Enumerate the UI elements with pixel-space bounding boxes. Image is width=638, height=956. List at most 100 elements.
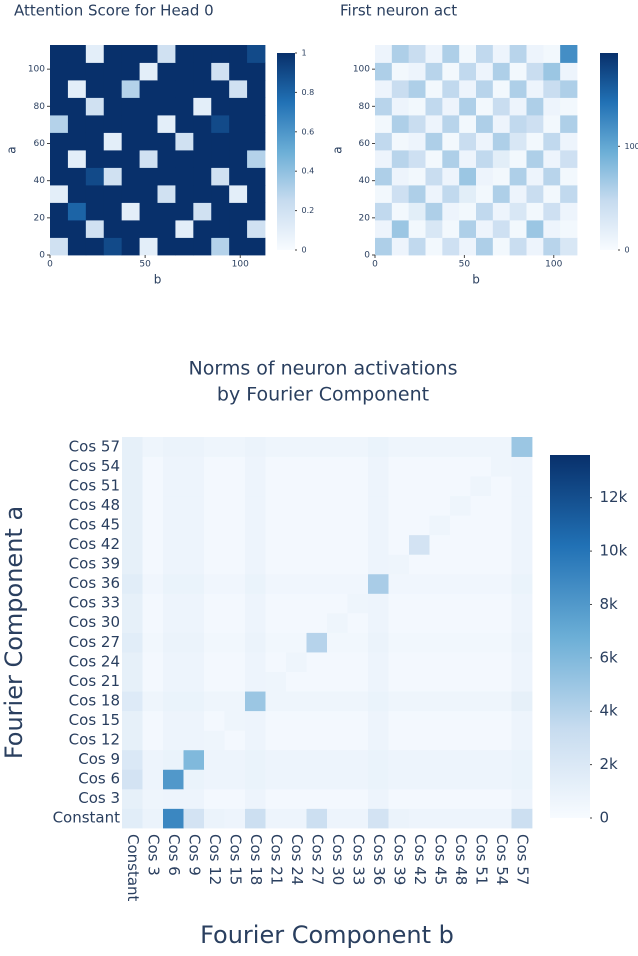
heatmap-cell: [459, 115, 476, 133]
heatmap-cell: [543, 203, 560, 221]
heatmap-cell: [491, 808, 512, 828]
heatmap-cell: [409, 613, 430, 633]
heatmap-cell: [442, 80, 459, 98]
heatmap-cell: [175, 98, 193, 116]
heatmap-cell: [104, 98, 122, 116]
heatmap-cell: [140, 98, 158, 116]
heatmap-cell: [392, 80, 409, 98]
heatmap-cell: [327, 476, 348, 496]
heatmap-cell: [430, 476, 451, 496]
heatmap-cell: [442, 150, 459, 168]
heatmap-cell: [491, 750, 512, 770]
heatmap-cell: [430, 633, 451, 653]
heatmap-cell: [442, 45, 459, 63]
heatmap-cell: [286, 437, 307, 457]
heatmap-cell: [543, 98, 560, 116]
heatmap-cell: [348, 535, 369, 555]
heatmap-cell: [471, 691, 492, 711]
heatmap-cell: [225, 496, 246, 516]
heatmap-cell: [245, 769, 266, 789]
heatmap-cell: [560, 150, 577, 168]
heatmap-cell: [327, 672, 348, 692]
heatmap-cell: [471, 457, 492, 477]
colorbar-tick-label: 0.2: [302, 206, 315, 215]
heatmap-cell: [560, 80, 577, 98]
heatmap-cell: [510, 150, 527, 168]
heatmap-cell: [122, 652, 143, 672]
heatmap-cell: [211, 45, 229, 63]
heatmap-cell: [368, 730, 389, 750]
heatmap-cell: [409, 238, 426, 256]
heatmap-cell: [247, 185, 265, 203]
heatmap-cell: [211, 63, 229, 81]
heatmap-cell: [476, 168, 493, 186]
heatmap-cell: [266, 574, 287, 594]
y-tick-label: Constant: [53, 809, 121, 827]
heatmap-cell: [491, 652, 512, 672]
heatmap-cell: [560, 133, 577, 151]
heatmap-cell: [266, 652, 287, 672]
heatmap-cell: [510, 98, 527, 116]
heatmap-cell: [409, 203, 426, 221]
heatmap-cell: [247, 150, 265, 168]
heatmap-cell: [122, 63, 140, 81]
heatmap-cell: [211, 150, 229, 168]
heatmap-cell: [229, 150, 247, 168]
heatmap-cell: [389, 515, 410, 535]
heatmap-cell: [426, 220, 443, 238]
heatmap-cell: [459, 203, 476, 221]
heatmap-cell: [493, 185, 510, 203]
heatmap-cell: [409, 535, 430, 555]
heatmap-cell: [392, 185, 409, 203]
heatmap-cell: [68, 115, 86, 133]
heatmap-cell: [245, 535, 266, 555]
heatmap-cell: [50, 238, 68, 256]
heatmap-cell: [245, 750, 266, 770]
heatmap-cell: [143, 808, 164, 828]
heatmap-cell: [122, 789, 143, 809]
heatmap-cell: [389, 496, 410, 516]
heatmap-cell: [426, 45, 443, 63]
heatmap-cell: [229, 45, 247, 63]
x-tick-label: Cos 18: [247, 834, 265, 885]
heatmap-cell: [368, 769, 389, 789]
heatmap-cell: [409, 769, 430, 789]
heatmap-cell: [409, 711, 430, 731]
heatmap-cell: [471, 496, 492, 516]
heatmap-cell: [204, 515, 225, 535]
heatmap-cell: [493, 203, 510, 221]
heatmap-cell: [86, 63, 104, 81]
heatmap-cell: [392, 238, 409, 256]
heatmap-cell: [225, 691, 246, 711]
heatmap-cell: [348, 437, 369, 457]
colorbar: [277, 53, 295, 250]
heatmap-cell: [409, 80, 426, 98]
heatmap-cell: [193, 150, 211, 168]
heatmap-cell: [266, 457, 287, 477]
heatmap-cell: [459, 168, 476, 186]
heatmap-cell: [471, 672, 492, 692]
heatmap-cell: [491, 613, 512, 633]
heatmap-cell: [510, 133, 527, 151]
heatmap-cell: [143, 554, 164, 574]
x-tick-label: 50: [139, 260, 151, 270]
heatmap-cell: [158, 80, 176, 98]
heatmap-cell: [286, 730, 307, 750]
heatmap-cell: [175, 203, 193, 221]
heatmap-cell: [247, 80, 265, 98]
heatmap-cell: [50, 168, 68, 186]
heatmap-cell: [122, 613, 143, 633]
heatmap-cell: [389, 769, 410, 789]
heatmap-cell: [476, 238, 493, 256]
heatmap-cell: [430, 769, 451, 789]
heatmap-cell: [122, 150, 140, 168]
heatmap-cell: [543, 133, 560, 151]
heatmap-cell: [426, 98, 443, 116]
heatmap-cell: [409, 45, 426, 63]
heatmap-cell: [122, 115, 140, 133]
heatmap-cell: [286, 476, 307, 496]
heatmap-cell: [409, 750, 430, 770]
x-tick-label: Cos 24: [288, 834, 306, 885]
heatmap-cell: [389, 535, 410, 555]
colorbar-tick-label: 0.4: [302, 167, 315, 176]
